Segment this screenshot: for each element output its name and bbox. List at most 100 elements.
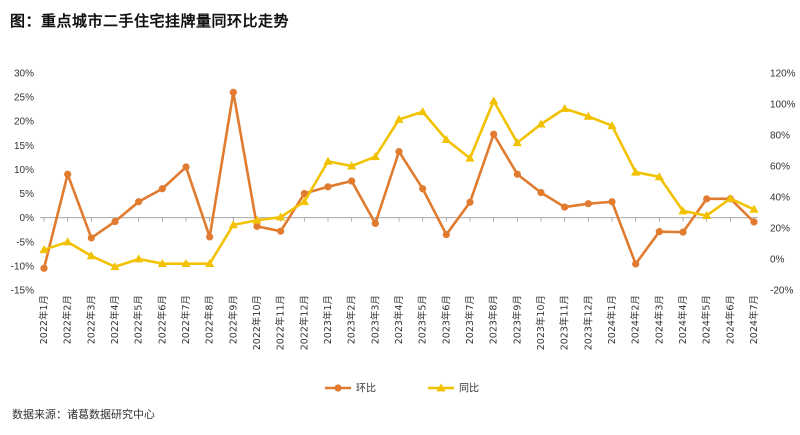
- data-point-tongbi: [607, 121, 617, 130]
- legend-marker-tongbi: [436, 383, 446, 392]
- x-tick-label: 2022年10月: [251, 295, 263, 350]
- data-point-huanbi: [608, 198, 616, 206]
- chart-title: 图：重点城市二手住宅挂牌量同环比走势: [10, 12, 290, 30]
- y-right-tick-label: 40%: [770, 193, 790, 204]
- chart-series: [39, 88, 759, 272]
- data-point-huanbi: [395, 148, 403, 156]
- y-right-tick-label: 20%: [770, 224, 790, 235]
- y-left-tick-label: -5%: [16, 237, 34, 248]
- x-tick-label: 2023年2月: [346, 295, 358, 344]
- x-tick-label: 2024年5月: [701, 295, 713, 344]
- data-point-tongbi: [134, 254, 144, 263]
- data-point-tongbi: [465, 153, 475, 162]
- data-point-tongbi: [347, 161, 357, 170]
- chart-axes: -15% -10% -5% 0% 5% 10% 15% 20% 25% 30% -20% 0% 20% 4…: [11, 69, 796, 351]
- data-point-tongbi: [702, 211, 712, 219]
- data-point-huanbi: [703, 195, 711, 203]
- x-tick-label: 2023年12月: [582, 295, 594, 350]
- x-tick-label: 2024年1月: [606, 295, 618, 344]
- data-point-huanbi: [537, 188, 545, 197]
- y-right-tick-label: 60%: [770, 162, 790, 173]
- x-tick-label: 2022年2月: [62, 295, 74, 344]
- data-point-tongbi: [560, 104, 570, 113]
- data-point-tongbi: [536, 119, 546, 128]
- data-point-tongbi: [370, 152, 380, 161]
- x-tick-label: 2022年3月: [85, 295, 97, 344]
- y-left-tick-label: 15%: [14, 141, 34, 152]
- x-tick-label: 2023年8月: [488, 295, 500, 344]
- x-tick-label: 2022年4月: [109, 295, 121, 344]
- x-tick-label: 2024年3月: [653, 295, 665, 344]
- legend-marker-huanbi: [334, 384, 342, 392]
- x-tick-label: 2023年11月: [559, 295, 571, 350]
- x-tick-label: 2023年9月: [511, 295, 523, 344]
- data-point-huanbi: [348, 177, 356, 185]
- x-tick-label: 2022年12月: [298, 295, 310, 350]
- y-right-tick-label: 120%: [770, 69, 796, 80]
- data-point-huanbi: [64, 170, 72, 178]
- data-point-tongbi: [323, 156, 333, 165]
- data-point-huanbi: [513, 170, 521, 178]
- y-left-tick-label: 25%: [14, 93, 34, 104]
- data-point-tongbi: [725, 193, 735, 202]
- x-tick-label: 2023年6月: [440, 295, 452, 344]
- data-point-tongbi: [39, 245, 49, 254]
- data-point-huanbi: [584, 200, 592, 208]
- y-left-tick-label: 5%: [20, 189, 35, 200]
- data-point-huanbi: [632, 260, 640, 268]
- data-point-tongbi: [749, 204, 759, 213]
- data-point-tongbi: [63, 237, 73, 246]
- x-tick-label: 2022年5月: [133, 295, 145, 344]
- data-point-huanbi: [300, 189, 308, 198]
- data-point-huanbi: [371, 219, 379, 228]
- legend-label-tongbi: 同比: [459, 383, 479, 395]
- chart-legend: 环比 同比: [325, 383, 479, 395]
- data-point-tongbi: [418, 107, 428, 116]
- x-tick-label: 2024年7月: [748, 295, 760, 344]
- x-tick-label: 2023年7月: [464, 295, 476, 344]
- data-point-tongbi: [489, 96, 499, 105]
- data-point-huanbi: [253, 222, 261, 230]
- x-tick-label: 2022年1月: [38, 295, 50, 344]
- x-tick-label: 2023年10月: [535, 295, 547, 350]
- y-left-tick-label: 20%: [14, 117, 34, 128]
- data-point-tongbi: [228, 220, 238, 229]
- data-point-huanbi: [229, 88, 237, 96]
- data-point-huanbi: [561, 203, 569, 211]
- data-point-huanbi: [419, 185, 427, 193]
- data-point-tongbi: [678, 206, 688, 215]
- data-point-tongbi: [441, 135, 451, 144]
- data-point-tongbi: [110, 262, 120, 271]
- y-left-tick-label: 0%: [20, 213, 35, 224]
- y-left-tick-label: -10%: [11, 261, 34, 272]
- x-tick-label: 2024年6月: [724, 295, 736, 344]
- x-tick-label: 2023年3月: [369, 295, 381, 344]
- data-point-tongbi: [654, 172, 664, 181]
- data-point-huanbi: [135, 198, 143, 206]
- data-point-huanbi: [158, 185, 166, 193]
- data-point-tongbi: [299, 197, 309, 206]
- x-tick-label: 2022年6月: [156, 295, 168, 344]
- data-point-huanbi: [111, 217, 119, 226]
- data-point-huanbi: [277, 227, 285, 235]
- y-right-tick-label: 80%: [770, 131, 790, 142]
- data-point-huanbi: [182, 163, 190, 171]
- data-point-tongbi: [512, 138, 522, 147]
- x-tick-label: 2023年1月: [322, 295, 334, 344]
- data-point-huanbi: [40, 264, 48, 272]
- data-point-tongbi: [583, 111, 593, 120]
- x-tick-label: 2023年5月: [417, 295, 429, 344]
- x-tick-label: 2022年7月: [180, 295, 192, 344]
- x-tick-label: 2024年2月: [630, 295, 642, 344]
- data-point-tongbi: [181, 259, 191, 268]
- series-line-tongbi: [43, 99, 755, 269]
- y-left-tick-label: -15%: [11, 286, 34, 297]
- data-point-huanbi: [324, 183, 332, 191]
- data-point-huanbi: [466, 198, 474, 206]
- x-tick-label: 2022年11月: [275, 295, 287, 350]
- data-point-tongbi: [252, 215, 262, 224]
- y-left-tick-label: 30%: [14, 69, 34, 80]
- data-source-note: 数据来源：诸葛数据研究中心: [12, 408, 155, 421]
- data-point-tongbi: [205, 259, 215, 268]
